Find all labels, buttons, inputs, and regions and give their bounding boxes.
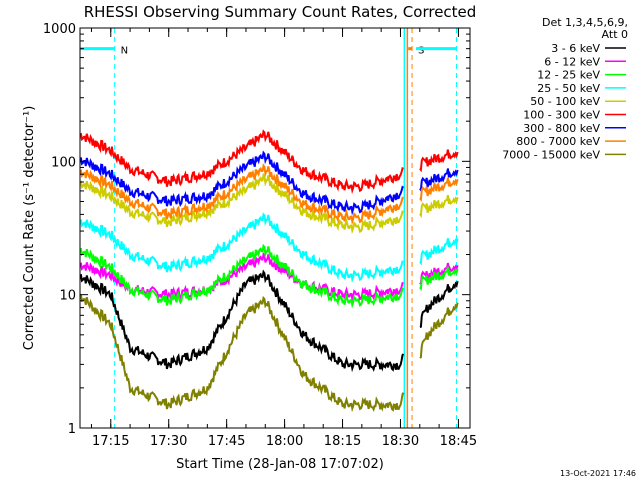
x-axis: 17:15 17:30 17:45 18:00 18:15 18:30 18:45 <box>90 28 477 449</box>
x-tick-label: 18:30 <box>382 434 419 449</box>
y-axis-label: Corrected Count Rate (s⁻¹ detector⁻¹) <box>22 106 37 351</box>
series-line <box>79 172 459 235</box>
plot-frame <box>79 27 471 429</box>
flag-label: N <box>121 46 128 57</box>
x-tick-label: 18:15 <box>324 434 361 449</box>
legend-label: 6 - 12 keV <box>544 55 600 68</box>
y-tick-label: 10 <box>59 289 76 304</box>
footer-timestamp: 13-Oct-2021 17:46 <box>560 469 636 478</box>
legend-header-line-1: Det 1,3,4,5,6,9, <box>542 16 628 29</box>
flag-label: S <box>418 46 424 57</box>
series-line <box>79 293 459 413</box>
x-tick-label: 17:15 <box>92 434 129 449</box>
legend-label: 12 - 25 keV <box>537 69 600 82</box>
x-axis-label: Start Time (28-Jan-08 17:07:02) <box>176 457 384 472</box>
legend-label: 800 - 7000 keV <box>516 135 600 148</box>
y-tick-label: 100 <box>51 155 76 170</box>
legend-header-line-2: Att 0 <box>602 28 628 41</box>
series-line <box>79 243 459 309</box>
series-line <box>79 269 459 373</box>
series-layer <box>79 129 459 413</box>
y-tick-label: 1000 <box>43 22 76 37</box>
legend-label: 7000 - 15000 keV <box>502 148 600 161</box>
legend-label: 3 - 6 keV <box>551 42 600 55</box>
x-tick-label: 17:45 <box>208 434 245 449</box>
x-tick-label: 17:30 <box>150 434 187 449</box>
x-tick-label: 18:45 <box>440 434 477 449</box>
series-line <box>79 129 459 195</box>
y-tick-label: 1 <box>68 422 76 437</box>
legend-label: 25 - 50 keV <box>537 82 600 95</box>
x-tick-label: 18:00 <box>266 434 303 449</box>
legend-label: 300 - 800 keV <box>523 122 600 135</box>
series-line <box>79 163 459 226</box>
legend-label: 100 - 300 keV <box>523 109 600 122</box>
series-line <box>79 150 459 216</box>
chart-title: RHESSI Observing Summary Count Rates, Co… <box>84 3 477 21</box>
legend-label: 50 - 100 keV <box>530 95 600 108</box>
y-axis: 1 10 100 1000 <box>43 22 470 437</box>
series-line <box>79 212 459 283</box>
